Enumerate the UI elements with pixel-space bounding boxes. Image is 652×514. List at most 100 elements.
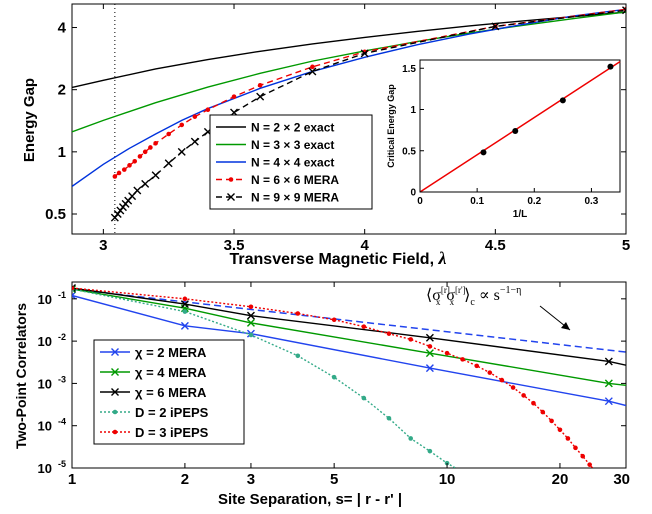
inset-xtick-label-1: 0.1: [470, 196, 484, 207]
top-series-line-1: [72, 11, 626, 133]
bottom-y-axis-label: Two-Point Correlators: [13, 303, 29, 449]
bottom-series-4-point-15: [521, 393, 526, 398]
inset-ticks-layer: 0 0.1 0.2 0.3 0 0.5 1 1.5: [402, 64, 599, 207]
bottom-legend: χ = 2 MERA χ = 4 MERA χ = 6 MERA D = 2 iPEP…: [93, 339, 245, 445]
inset-y-axis-label: Critical Energy Gap: [386, 84, 396, 168]
annotation-corr: ⟨σ: [426, 287, 441, 304]
bottom-series-0-point-3: [425, 364, 434, 373]
bottom-series-0-point-4: [604, 397, 613, 406]
bottom-series-1-point-4: [604, 379, 613, 388]
bottom-ytick-exp-0: -5: [58, 459, 66, 469]
bottom-ytick-label-4: 10: [38, 292, 52, 307]
top-ytick-label-1: 1: [58, 144, 66, 161]
top-series-layer: [72, 6, 626, 222]
bottom-series-3-point-2: [248, 332, 254, 338]
bottom-series-4-point-1: [182, 296, 188, 302]
bottom-ytick-label-3: 10: [38, 334, 52, 349]
annotation-close: ⟩: [464, 287, 470, 304]
power-law-annotation: ⟨σ[r] x σ[r'] x ⟩c ∝ s−1−η: [426, 285, 571, 331]
bottom-series-line-2: [72, 287, 626, 366]
bottom-series-4-point-5: [361, 324, 367, 329]
top-series-3-point-6: [142, 149, 148, 155]
bottom-series-4-point-23: [587, 462, 592, 467]
energy-gap-chart: 3 3.5 4 4.5 5 0.5 1 2 4 Energy Gap Transverse Ma…: [21, 3, 630, 268]
inset-xtick-label-0: 0: [417, 196, 423, 207]
power-law-reference-line: [72, 288, 626, 353]
inset-ytick-label-2: 1: [410, 105, 416, 116]
bottom-legend-label-4: D = 3 iPEPS: [135, 425, 209, 440]
correlator-chart: 1 2 3 5 10 20 30 10 -5 10 -4 10 -3 10 -2 10 -1 Two-Point…: [13, 281, 630, 508]
inset-point-2: [559, 97, 566, 104]
bottom-series-4-point-18: [549, 418, 554, 424]
inset-point-1: [512, 127, 519, 134]
bottom-ytick-exp-2: -3: [58, 374, 66, 384]
top-x-axis-label-lambda: λ: [437, 248, 446, 268]
top-series-3-point-4: [132, 158, 138, 164]
top-series-3-point-12: [205, 107, 211, 112]
top-series-4-point-7: [133, 186, 142, 195]
bottom-series-3-point-8: [427, 448, 433, 454]
inset-xtick-label-2: 0.2: [527, 196, 541, 207]
bottom-series-4-point-21: [573, 445, 578, 451]
annotation-sigma2: σ: [446, 287, 455, 304]
top-series-3-point-5: [137, 154, 143, 159]
top-legend-label-4: N = 9 × 9 MERA: [251, 191, 339, 205]
top-xtick-label-2: 4: [361, 237, 370, 254]
inset-xtick-label-3: 0.3: [584, 196, 598, 207]
bottom-series-4-point-8: [427, 344, 433, 349]
annotation-exponent: −1−η: [500, 285, 522, 296]
bottom-legend-label-0: χ = 2 MERA: [135, 345, 207, 360]
top-legend-entries: N = 2 × 2 exact N = 3 × 3 exact N = 4 × 4 …: [216, 121, 339, 205]
top-series-3-point-15: [310, 64, 315, 70]
top-series-3-point-7: [148, 145, 153, 150]
bottom-legend-marker-1: [111, 368, 119, 376]
annotation-sup1: [r]: [441, 285, 450, 295]
bottom-series-4-point-12: [487, 370, 493, 375]
top-series-4-point-8: [141, 179, 150, 188]
bottom-series-3-point-5: [361, 395, 367, 401]
top-xtick-label-0: 3: [99, 237, 107, 254]
bottom-ytick-label-2: 10: [38, 376, 52, 391]
bottom-series-3-point-4: [331, 374, 337, 380]
top-legend-label-1: N = 3 × 3 exact: [251, 138, 334, 152]
bottom-series-3-point-1: [182, 309, 188, 314]
bottom-xtick-label-0: 1: [68, 471, 76, 488]
top-series-4-point-19: [622, 6, 626, 15]
top-series-4-point-17: [360, 49, 369, 58]
bottom-series-4-point-22: [580, 453, 586, 459]
annotation-c: c: [470, 297, 475, 308]
annotation-arrowhead: [561, 322, 570, 330]
top-series-3-point-1: [116, 170, 122, 176]
bottom-series-4-point-19: [557, 427, 563, 433]
top-ytick-label-2: 2: [58, 82, 66, 99]
top-series-3-point-9: [166, 131, 171, 137]
annotation-sub2: x: [450, 297, 455, 307]
bottom-legend-marker-4: [112, 429, 118, 435]
bottom-series-4-point-13: [499, 377, 505, 383]
top-legend-label-2: N = 4 × 4 exact: [251, 156, 334, 170]
bottom-series-3-point-3: [295, 353, 301, 359]
bottom-series-0-point-1: [180, 321, 189, 330]
annotation-sub1: x: [436, 297, 441, 307]
bottom-series-1-point-0: [72, 285, 76, 294]
top-xtick-label-3: 4.5: [485, 237, 506, 254]
top-ticks-layer: 3 3.5 4 4.5 5 0.5 1 2 4: [45, 4, 630, 254]
top-series-4-point-12: [190, 137, 199, 146]
bottom-series-2-point-4: [604, 357, 613, 366]
inset-ytick-label-0: 0: [410, 188, 416, 199]
bottom-legend-label-3: D = 2 iPEPS: [135, 405, 209, 420]
top-series-4-point-10: [164, 159, 173, 168]
bottom-xtick-label-6: 30: [613, 471, 630, 488]
top-series-4-point-16: [308, 67, 317, 76]
bottom-series-2-point-3: [425, 333, 434, 342]
bottom-legend-marker-2: [111, 388, 119, 396]
annotation-prop: ∝ s: [479, 287, 500, 304]
bottom-series-2-point-1: [180, 300, 189, 309]
bottom-ytick-exp-3: -2: [58, 332, 66, 342]
inset-chart: 0 0.1 0.2 0.3 0 0.5 1 1.5 Critical Energy Gap 1…: [386, 59, 621, 220]
bottom-xtick-label-2: 3: [247, 471, 255, 488]
bottom-series-1-point-3: [425, 349, 434, 358]
bottom-series-3-point-7: [408, 436, 414, 441]
bottom-series-4-point-24: [594, 470, 599, 475]
bottom-legend-marker-0: [111, 348, 119, 356]
